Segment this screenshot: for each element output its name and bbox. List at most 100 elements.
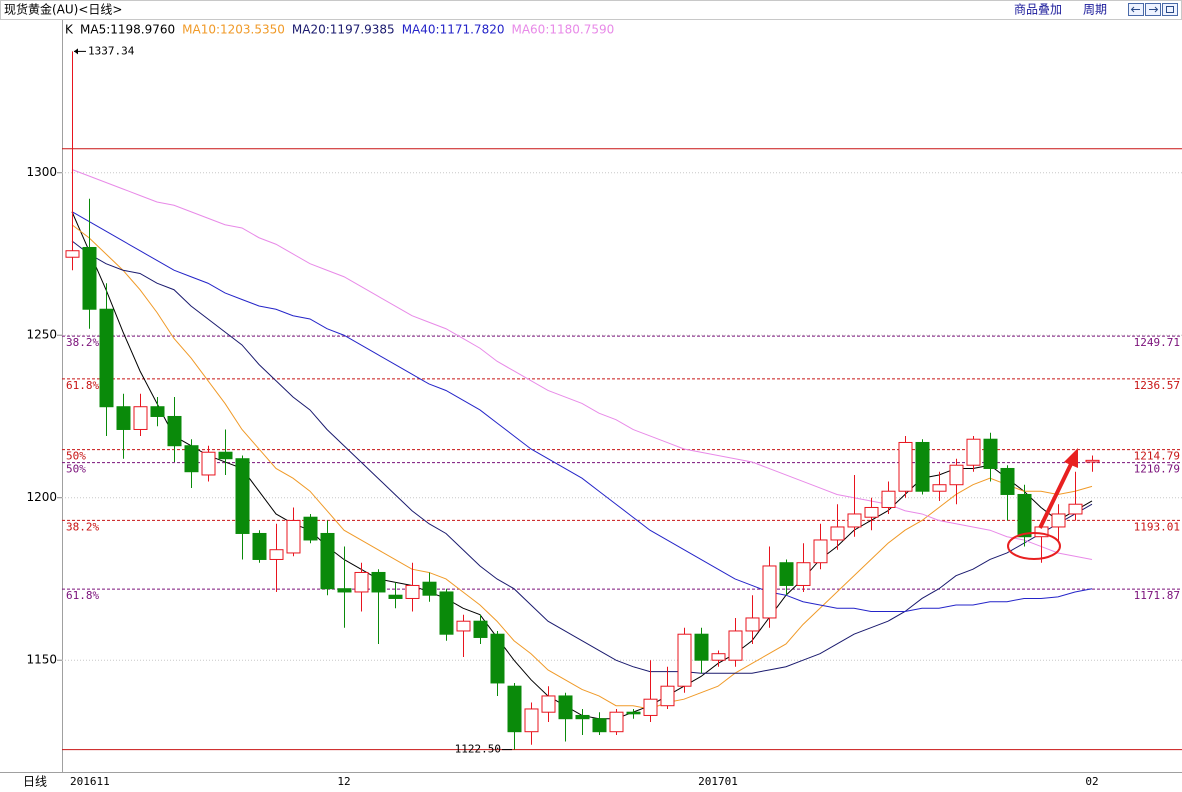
legend-prefix: K: [65, 23, 74, 37]
level-ratio: 50%: [66, 450, 86, 463]
chart-title: 现货黄金(AU)<日线>: [4, 2, 122, 17]
candle-body: [201, 451, 216, 476]
level-value: 1249.71: [1134, 336, 1180, 349]
candle-body: [762, 565, 777, 619]
candle-body: [184, 445, 199, 473]
candle-body: [558, 695, 573, 720]
x-tick-label: 12: [337, 775, 350, 788]
candle-body: [1000, 467, 1015, 495]
candle-body: [983, 438, 998, 469]
candle-body: [354, 571, 369, 593]
candle-body: [779, 562, 794, 586]
candle-body: [252, 532, 267, 560]
annotation-arrow: [74, 48, 78, 55]
trend-arrow: [1038, 461, 1074, 529]
candle-body: [592, 718, 607, 733]
period-label: 日线: [23, 775, 47, 789]
candle-body: [575, 714, 590, 720]
candle-body: [830, 526, 845, 541]
candle-body: [796, 562, 811, 586]
plot-area: 1150 1200 1250 1300 38.2% 1249.71 61.8% 1236.57…: [26, 44, 1182, 788]
candle-body: [898, 441, 913, 492]
level-ratio: 61.8%: [66, 379, 99, 392]
candle-body: [881, 490, 896, 508]
header-bar: [0, 0, 1182, 20]
candle-body: [320, 532, 335, 590]
candle-body: [711, 653, 726, 661]
candle-body: [626, 711, 641, 715]
candle-body: [473, 620, 488, 638]
candle-body: [235, 458, 250, 534]
candle-body: [303, 516, 318, 541]
ma-line: [71, 224, 1093, 710]
zoom-icon: [1166, 6, 1174, 13]
candle-body: [337, 588, 352, 593]
y-tick-label: 1250: [26, 328, 57, 342]
level-value: 1236.57: [1134, 379, 1180, 392]
candle-body: [524, 708, 539, 733]
ma-line: [71, 169, 1093, 560]
candle-body: [65, 250, 80, 258]
level-ratio: 38.2%: [66, 336, 99, 349]
window-buttons: [1128, 3, 1178, 16]
x-tick-label: 201611: [70, 775, 110, 788]
next-icon: [1149, 6, 1159, 13]
legend-entry: MA40:1171.7820: [402, 23, 505, 37]
candle-body: [150, 406, 165, 417]
candle-body: [915, 441, 930, 492]
candle-body: [269, 549, 284, 560]
candle-body: [932, 484, 947, 492]
y-tick-label: 1200: [26, 490, 57, 504]
candle-body: [82, 246, 97, 310]
annotation-label: 1122.50: [455, 743, 501, 756]
candle-body: [490, 633, 505, 684]
level-value: 1171.87: [1134, 589, 1180, 602]
candle-body: [660, 685, 675, 707]
candle-body: [286, 519, 301, 554]
highlight-ellipse: [1007, 532, 1061, 560]
candle-body: [609, 711, 624, 733]
level-value: 1193.01: [1134, 520, 1180, 533]
candle-body: [643, 698, 658, 716]
ma-line: [71, 240, 1093, 674]
level-ratio: 38.2%: [66, 520, 99, 533]
legend-entry: MA20:1197.9385: [292, 23, 395, 37]
level-value: 1210.79: [1134, 463, 1180, 476]
candle-body: [388, 594, 403, 599]
ma-line: [71, 211, 1093, 612]
candle-body: [133, 406, 148, 430]
candle-body: [864, 506, 879, 518]
legend-entry: MA10:1203.5350: [182, 23, 285, 37]
legend: K MA5:1198.9760 MA10:1203.5350 MA20:1197.9…: [65, 23, 614, 37]
candle-body: [847, 513, 862, 528]
y-tick-label: 1300: [26, 165, 57, 179]
level-ratio: 61.8%: [66, 589, 99, 602]
candle-body: [456, 620, 471, 632]
candle-body: [439, 591, 454, 635]
zoom-button[interactable]: [1162, 3, 1178, 16]
annotation-label: 1337.34: [88, 44, 135, 57]
y-tick-label: 1150: [26, 653, 57, 667]
period-button[interactable]: 周期: [1083, 3, 1107, 17]
candle-body: [541, 695, 556, 713]
x-tick-label: 201701: [698, 775, 738, 788]
legend-entry: MA60:1180.7590: [511, 23, 614, 37]
candle-body: [728, 630, 743, 661]
candle-body: [694, 633, 709, 661]
candle-body: [949, 464, 964, 486]
candle-body: [371, 571, 386, 593]
candle-body: [405, 584, 420, 599]
candle-body: [1085, 459, 1100, 463]
trend-arrow-head: [1064, 448, 1078, 468]
candle-body: [116, 406, 131, 430]
candle-body: [677, 633, 692, 687]
x-tick-label: 02: [1085, 775, 1098, 788]
legend-entry: MA5:1198.9760: [80, 23, 175, 37]
user-drawings: [1007, 448, 1078, 560]
overlay-button[interactable]: 商品叠加: [1014, 2, 1062, 17]
candle-body: [167, 415, 182, 447]
candle-body: [507, 685, 522, 733]
prev-icon: [1130, 6, 1140, 13]
